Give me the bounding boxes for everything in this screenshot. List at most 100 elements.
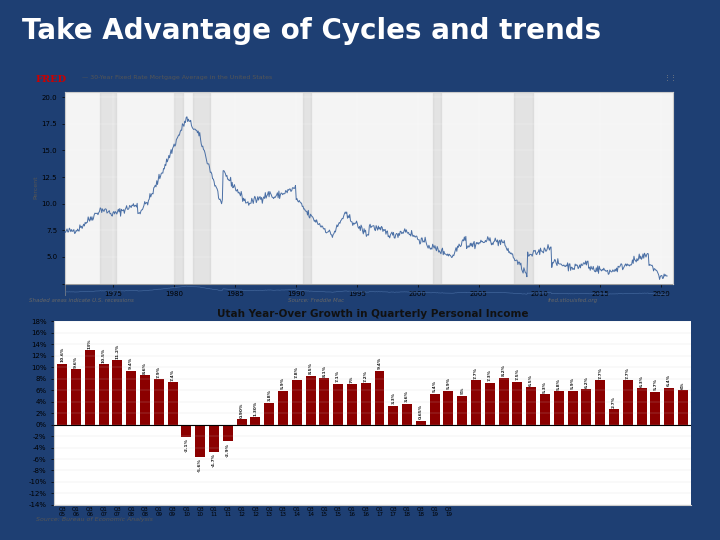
Text: 3.3%: 3.3%: [391, 392, 395, 404]
Text: 5.3%: 5.3%: [543, 381, 547, 393]
Text: Source: Bureau of Economic Analysis: Source: Bureau of Economic Analysis: [36, 517, 153, 522]
Text: 7.7%: 7.7%: [626, 367, 630, 379]
Bar: [416, 421, 426, 424]
Bar: [181, 424, 192, 437]
Text: 5.9%: 5.9%: [446, 377, 451, 389]
Bar: [609, 409, 619, 424]
Bar: [361, 383, 371, 424]
Text: 5.4%: 5.4%: [433, 380, 436, 392]
Text: -4.7%: -4.7%: [212, 453, 216, 467]
Text: 8.6%: 8.6%: [143, 362, 147, 374]
Text: fred.stlouisfed.org: fred.stlouisfed.org: [547, 299, 598, 303]
Bar: [112, 360, 122, 424]
Bar: [595, 380, 605, 424]
Text: -5.6%: -5.6%: [198, 458, 202, 472]
Text: 7.7%: 7.7%: [474, 367, 478, 379]
Bar: [303, 92, 310, 284]
Text: 0.65%: 0.65%: [419, 404, 423, 420]
Bar: [540, 394, 550, 424]
Bar: [320, 378, 329, 424]
Text: 7.1%: 7.1%: [336, 370, 340, 382]
Text: 8.2%: 8.2%: [502, 364, 505, 376]
Bar: [582, 389, 591, 424]
Bar: [636, 388, 647, 424]
Bar: [678, 390, 688, 424]
Text: 6.5%: 6.5%: [529, 374, 534, 386]
Bar: [388, 406, 398, 424]
Text: FRED: FRED: [35, 75, 66, 84]
Bar: [264, 403, 274, 424]
Text: 11.2%: 11.2%: [115, 343, 120, 359]
Text: Shaded areas indicate U.S. recessions: Shaded areas indicate U.S. recessions: [29, 299, 134, 303]
Text: Take Advantage of Cycles and trends: Take Advantage of Cycles and trends: [22, 17, 600, 45]
Bar: [174, 92, 183, 284]
Bar: [195, 424, 205, 457]
Bar: [430, 394, 440, 424]
Bar: [402, 404, 412, 424]
Bar: [168, 382, 178, 424]
Text: 7%: 7%: [350, 376, 354, 383]
Bar: [457, 396, 467, 424]
Bar: [664, 388, 674, 424]
Text: ⋮⋮: ⋮⋮: [664, 75, 678, 80]
Text: 7.4%: 7.4%: [171, 369, 175, 381]
Text: Source: Freddie Mac: Source: Freddie Mac: [288, 299, 344, 303]
Text: 7.7%: 7.7%: [598, 367, 602, 379]
Text: 10.6%: 10.6%: [60, 347, 64, 362]
Bar: [513, 382, 523, 424]
Text: 7.9%: 7.9%: [157, 366, 161, 378]
Bar: [140, 375, 150, 424]
Text: 5.8%: 5.8%: [557, 378, 561, 390]
Bar: [222, 424, 233, 441]
Bar: [192, 92, 210, 284]
Bar: [444, 391, 454, 424]
Text: 3.8%: 3.8%: [267, 389, 271, 401]
Bar: [126, 370, 136, 424]
Text: 6.3%: 6.3%: [639, 375, 644, 387]
Text: 9.4%: 9.4%: [377, 357, 382, 369]
Title: Utah Year-Over Growth in Quarterly Personal Income: Utah Year-Over Growth in Quarterly Perso…: [217, 309, 528, 319]
Text: 8.1%: 8.1%: [323, 364, 326, 377]
Y-axis label: Percent: Percent: [34, 176, 39, 199]
Bar: [526, 387, 536, 424]
Text: 5.9%: 5.9%: [281, 377, 285, 389]
Text: — 30-Year Fixed Rate Mortgage Average in the United States: — 30-Year Fixed Rate Mortgage Average in…: [82, 75, 272, 79]
Bar: [58, 364, 67, 424]
Text: 2.7%: 2.7%: [612, 396, 616, 408]
Text: 1.30%: 1.30%: [253, 401, 257, 416]
Bar: [305, 376, 315, 424]
Text: 6%: 6%: [681, 381, 685, 389]
Bar: [485, 383, 495, 424]
Bar: [650, 392, 660, 424]
Text: 9.6%: 9.6%: [74, 356, 78, 368]
Bar: [85, 350, 95, 424]
Bar: [251, 417, 261, 424]
Bar: [499, 377, 508, 424]
Bar: [154, 379, 163, 424]
Bar: [374, 370, 384, 424]
Text: 6.4%: 6.4%: [667, 374, 671, 387]
Text: 5.9%: 5.9%: [570, 377, 575, 389]
Bar: [237, 420, 246, 424]
Bar: [71, 369, 81, 424]
Text: 5.7%: 5.7%: [653, 379, 657, 390]
Text: 7.8%: 7.8%: [294, 366, 299, 379]
Text: -2.1%: -2.1%: [184, 438, 189, 452]
Text: -2.9%: -2.9%: [226, 443, 230, 457]
Text: 7.2%: 7.2%: [364, 370, 368, 382]
Bar: [292, 380, 302, 424]
Text: 5%: 5%: [460, 387, 464, 394]
Text: 0.90%: 0.90%: [240, 403, 243, 418]
Bar: [471, 380, 481, 424]
Bar: [567, 391, 577, 424]
Bar: [347, 384, 357, 424]
Bar: [278, 391, 288, 424]
Text: 7.3%: 7.3%: [488, 369, 492, 381]
Bar: [333, 384, 343, 424]
Text: 13%: 13%: [88, 338, 92, 348]
Text: 9.4%: 9.4%: [129, 357, 133, 369]
Text: 7.5%: 7.5%: [516, 368, 519, 380]
Text: 10.5%: 10.5%: [102, 348, 106, 363]
Text: 8.5%: 8.5%: [309, 362, 312, 374]
Bar: [514, 92, 534, 284]
